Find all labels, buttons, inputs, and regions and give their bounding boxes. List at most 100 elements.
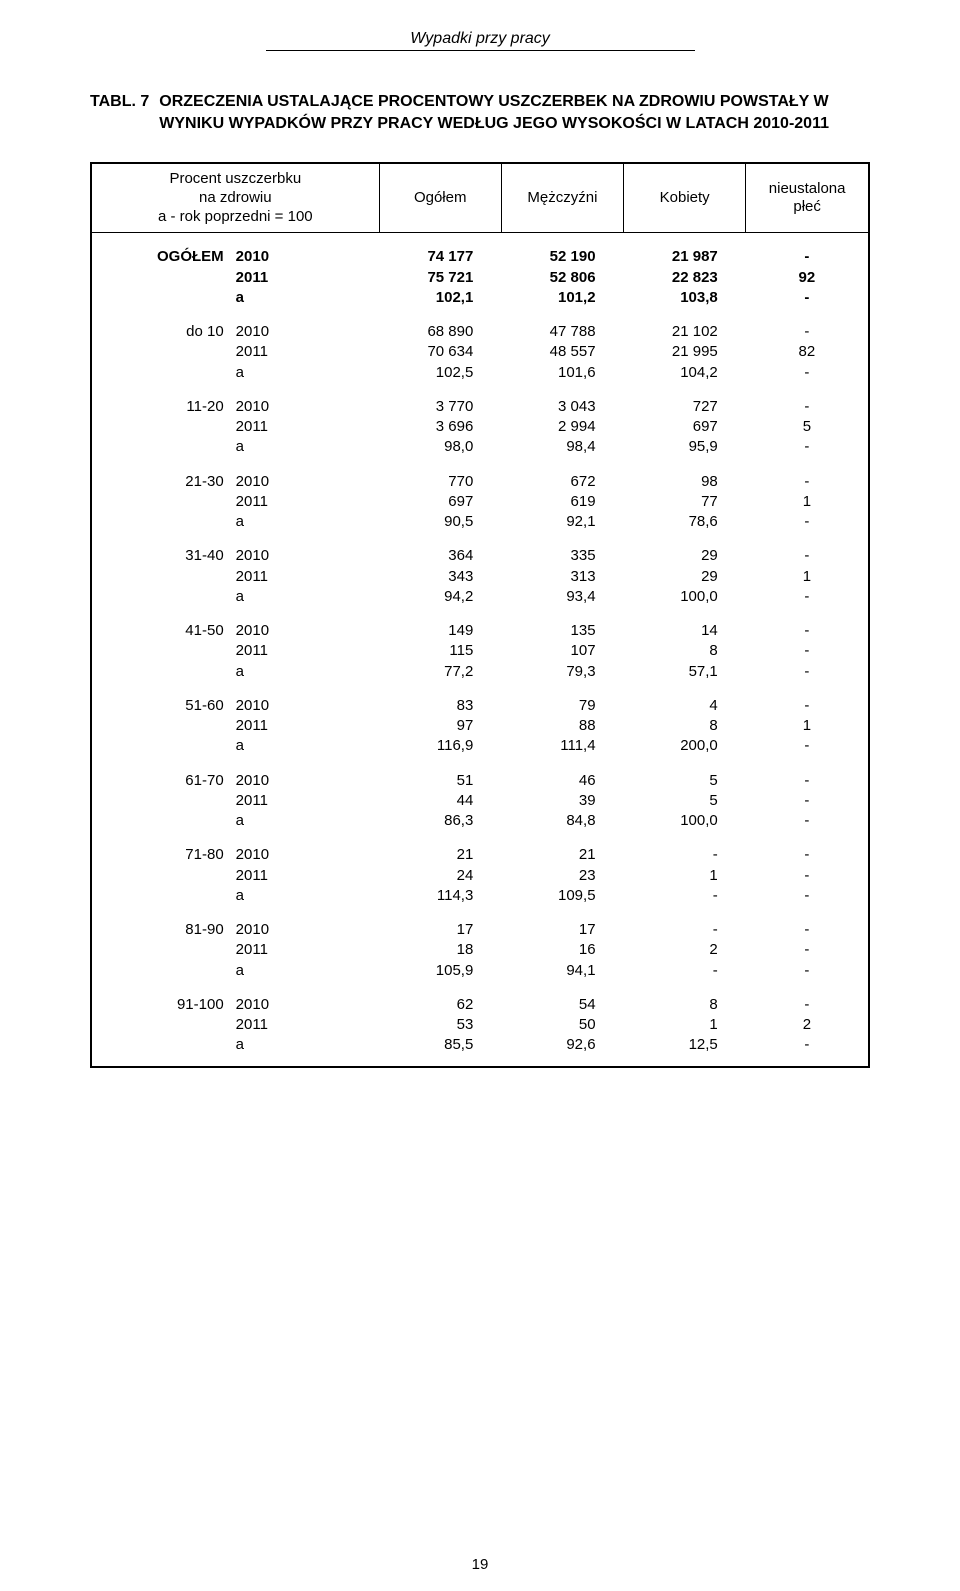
table-body-wrap: OGÓŁEM201074 17752 19021 987-201175 7215… xyxy=(92,233,868,1065)
row-year: 2010 xyxy=(232,621,379,641)
row-group-label: 11-20 xyxy=(92,397,232,417)
cell: 95,9 xyxy=(624,437,746,457)
table-row: 2011978881 xyxy=(92,716,868,736)
table-row: 31-40201036433529- xyxy=(92,546,868,566)
cell: 39 xyxy=(501,791,623,811)
row-year: a xyxy=(232,961,379,981)
page-number: 19 xyxy=(0,1556,960,1573)
table-row: 51-60201083794- xyxy=(92,696,868,716)
row-group-label: 91-100 xyxy=(92,995,232,1015)
cell: 53 xyxy=(379,1015,501,1035)
cell: 16 xyxy=(501,940,623,960)
page-header: Wypadki przy pracy xyxy=(266,30,695,51)
cell: - xyxy=(746,546,868,566)
cell: 2 xyxy=(746,1015,868,1035)
row-year: a xyxy=(232,512,379,532)
row-year: a xyxy=(232,886,379,906)
table-row: a90,592,178,6- xyxy=(92,512,868,532)
table-row: a98,098,495,9- xyxy=(92,437,868,457)
cell: 1 xyxy=(624,1015,746,1035)
cell: 22 823 xyxy=(624,268,746,288)
cell: - xyxy=(624,961,746,981)
cell: - xyxy=(746,961,868,981)
cell: 1 xyxy=(746,492,868,512)
row-group-label: do 10 xyxy=(92,322,232,342)
spacer-row xyxy=(92,458,868,472)
row-group-label xyxy=(92,1015,232,1035)
cell: 62 xyxy=(379,995,501,1015)
cell: - xyxy=(746,696,868,716)
row-group-label xyxy=(92,811,232,831)
cell: 3 696 xyxy=(379,417,501,437)
table-row: 71-8020102121-- xyxy=(92,845,868,865)
table-row: a114,3109,5-- xyxy=(92,886,868,906)
row-year: 2010 xyxy=(232,472,379,492)
row-year: 2010 xyxy=(232,696,379,716)
cell: 672 xyxy=(501,472,623,492)
row-year: 2011 xyxy=(232,940,379,960)
cell: 697 xyxy=(624,417,746,437)
cell: 97 xyxy=(379,716,501,736)
row-group-label: 21-30 xyxy=(92,472,232,492)
cell: 107 xyxy=(501,641,623,661)
row-group-label: 61-70 xyxy=(92,771,232,791)
table-row: a94,293,4100,0- xyxy=(92,587,868,607)
cell: 52 806 xyxy=(501,268,623,288)
cell: 92,1 xyxy=(501,512,623,532)
table-head: Procent uszczerbku na zdrowiu a - rok po… xyxy=(92,164,868,233)
row-year: 2011 xyxy=(232,567,379,587)
cell: 1 xyxy=(746,567,868,587)
cell: 115 xyxy=(379,641,501,661)
cell: 697 xyxy=(379,492,501,512)
col-header-men: Mężczyźni xyxy=(501,164,623,233)
row-year: 2011 xyxy=(232,716,379,736)
table-row: 2011343313291 xyxy=(92,567,868,587)
row-group-label xyxy=(92,587,232,607)
cell: - xyxy=(746,322,868,342)
row-group-label xyxy=(92,437,232,457)
cell: 78,6 xyxy=(624,512,746,532)
table-row: 91-100201062548- xyxy=(92,995,868,1015)
cell: 727 xyxy=(624,397,746,417)
table-row: 201118162- xyxy=(92,940,868,960)
cell: 102,5 xyxy=(379,363,501,383)
spacer-row xyxy=(92,383,868,397)
cell: 335 xyxy=(501,546,623,566)
table-row: 21-30201077067298- xyxy=(92,472,868,492)
cell: 12,5 xyxy=(624,1035,746,1055)
row-year: 2011 xyxy=(232,492,379,512)
data-table: Procent uszczerbku na zdrowiu a - rok po… xyxy=(90,162,870,1068)
row-group-label: 71-80 xyxy=(92,845,232,865)
row-year: a xyxy=(232,811,379,831)
table-row: 201144395- xyxy=(92,791,868,811)
cell: 149 xyxy=(379,621,501,641)
row-group-label xyxy=(92,886,232,906)
cell: 111,4 xyxy=(501,736,623,756)
row-year: 2010 xyxy=(232,322,379,342)
row-year: 2011 xyxy=(232,342,379,362)
cell: 68 890 xyxy=(379,322,501,342)
row-year: 2010 xyxy=(232,995,379,1015)
cell: 90,5 xyxy=(379,512,501,532)
cell: - xyxy=(746,791,868,811)
cell: - xyxy=(746,866,868,886)
row-group-label xyxy=(92,417,232,437)
spacer-row xyxy=(92,757,868,771)
row-group-label: 41-50 xyxy=(92,621,232,641)
spacer-row xyxy=(92,308,868,322)
cell: 82 xyxy=(746,342,868,362)
cell: - xyxy=(746,641,868,661)
spacer-row xyxy=(92,607,868,621)
cell: 102,1 xyxy=(379,288,501,308)
cell: 135 xyxy=(501,621,623,641)
row-year: 2011 xyxy=(232,1015,379,1035)
cell: 54 xyxy=(501,995,623,1015)
cell: - xyxy=(746,886,868,906)
row-group-label xyxy=(92,492,232,512)
cell: 104,2 xyxy=(624,363,746,383)
cell: 2 xyxy=(624,940,746,960)
table-row: a102,5101,6104,2- xyxy=(92,363,868,383)
table-row: 201175 72152 80622 82392 xyxy=(92,268,868,288)
cell: 86,3 xyxy=(379,811,501,831)
row-year: a xyxy=(232,288,379,308)
